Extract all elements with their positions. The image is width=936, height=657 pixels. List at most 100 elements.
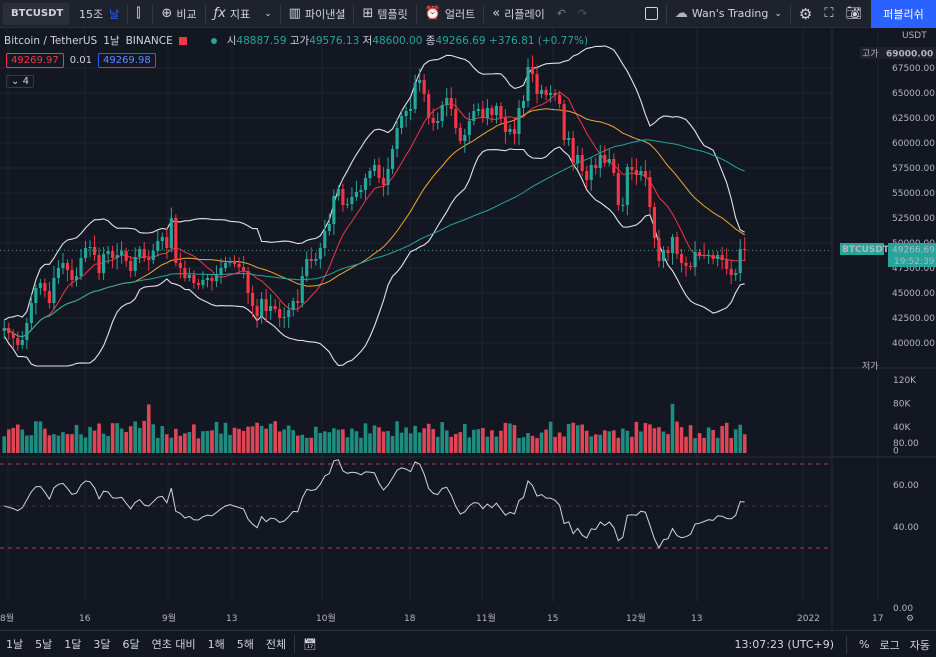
volume-bar	[530, 435, 535, 453]
interval-button[interactable]: 15조 날	[73, 0, 125, 28]
alarm-clock-icon: ⏰	[424, 6, 441, 21]
candle-body	[327, 224, 331, 231]
range-button[interactable]: 6달	[122, 638, 140, 651]
range-button[interactable]: 1달	[64, 638, 82, 651]
volume-bar	[467, 437, 472, 453]
clock[interactable]: 13:07:23 (UTC+9)	[734, 638, 835, 651]
volume-bar	[431, 429, 436, 453]
replay-button[interactable]: «리플레이	[486, 0, 550, 28]
price-tick: 47500.00	[892, 264, 935, 274]
volume-bar	[417, 432, 422, 453]
candle-body	[214, 275, 219, 281]
volume-bar	[151, 424, 156, 453]
chevron-down-icon: ⌄	[264, 8, 272, 19]
indicators-button[interactable]: ƒx 지표 ⌄	[208, 0, 278, 28]
publish-button[interactable]: 퍼블리쉬	[871, 0, 936, 28]
indicators-toggle-button[interactable]: ⌄ 4	[6, 75, 34, 88]
candle-body	[178, 263, 182, 268]
alert-button[interactable]: ⏰ 얼러트	[419, 0, 482, 28]
candle-body	[278, 309, 282, 318]
templates-button[interactable]: ⊞ 템플릿	[356, 0, 413, 28]
symbol-search-button[interactable]: BTCUSDT	[3, 2, 69, 25]
candle-body	[241, 267, 246, 271]
chart-area[interactable]: USDT 고가 69000.00 67500.00 65000.00 62500.00 60…	[0, 28, 936, 630]
candle-body	[368, 171, 372, 178]
redo-button[interactable]: ↷	[572, 0, 593, 28]
buy-sell-panel: 49269.97 0.01 49269.98	[6, 53, 156, 68]
rsi-tick: 60.00	[893, 481, 919, 491]
candle-body	[377, 165, 381, 178]
volume-bar	[354, 431, 359, 453]
range-button[interactable]: 전체	[265, 638, 287, 651]
candle-body	[503, 118, 508, 132]
compare-button[interactable]: ⊕ 비교	[155, 0, 202, 28]
time-tick: 8월	[0, 612, 14, 624]
undo-button[interactable]: ↶	[551, 0, 572, 28]
fullscreen-icon: ⛶	[824, 6, 834, 21]
buy-button[interactable]: 49269.98	[97, 53, 156, 68]
volume-bar	[634, 421, 639, 453]
volume-bar	[196, 438, 201, 453]
volume-bar	[453, 433, 458, 453]
range-button[interactable]: 5날	[35, 638, 53, 651]
fullscreen-button[interactable]: ⛶	[818, 0, 839, 28]
candle-body	[576, 155, 580, 163]
candle-body	[264, 299, 268, 311]
candle-body	[499, 106, 503, 118]
volume-bar	[462, 423, 467, 453]
legend-ohlc: 시48887.59 고가49576.13 저48600.00 종49266.69…	[227, 33, 588, 48]
snapshot-button[interactable]: 📷︎	[839, 0, 868, 28]
volume-bar	[255, 422, 259, 453]
volume-bar	[327, 432, 332, 453]
candle-body	[196, 283, 200, 285]
price-tag-bg	[888, 243, 936, 267]
sell-button[interactable]: 49269.97	[6, 53, 64, 68]
auto-toggle[interactable]: 자동	[909, 638, 930, 652]
volume-bar	[643, 423, 648, 453]
volume-bar	[377, 427, 381, 453]
candle-body	[260, 299, 264, 316]
settings-button[interactable]: ⚙	[793, 0, 818, 28]
flag-icon[interactable]	[178, 36, 187, 45]
volume-bar	[219, 433, 223, 453]
candle-body	[571, 138, 575, 163]
candle-body	[530, 67, 535, 74]
candle-body	[567, 138, 571, 140]
time-tick: 15	[547, 614, 558, 624]
range-button[interactable]: 3달	[93, 638, 111, 651]
candle-body	[720, 255, 724, 260]
volume-bar	[29, 435, 34, 453]
range-button[interactable]: 연초 대비	[151, 638, 196, 651]
range-button[interactable]: 1날	[6, 638, 24, 651]
volume-bar	[192, 424, 196, 453]
candle-body	[490, 108, 494, 115]
legend-interval: 1날	[103, 35, 120, 47]
volume-bar	[630, 436, 634, 453]
volume-bar	[183, 433, 187, 453]
candle-body	[201, 280, 205, 285]
candle-body	[725, 260, 729, 269]
chart-type-button[interactable]: ⫿	[130, 0, 150, 28]
goto-date-button[interactable]: 📅︎	[297, 638, 323, 651]
candle-body	[120, 251, 124, 255]
percent-toggle[interactable]: %	[859, 638, 870, 651]
volume-bar	[124, 432, 128, 453]
log-toggle[interactable]: 로그	[879, 638, 900, 652]
volume-bar	[92, 430, 97, 453]
layout-select-button[interactable]	[639, 0, 664, 28]
candle-body	[734, 273, 738, 275]
candle-body	[165, 237, 169, 248]
range-button[interactable]: 1해	[207, 638, 225, 651]
price-tick: 57500.00	[892, 164, 935, 174]
divider	[665, 4, 667, 23]
candle-body	[341, 189, 345, 205]
save-layout-button[interactable]: ☁ Wan's Trading ⌄	[669, 0, 788, 28]
candle-body	[111, 251, 115, 258]
candle-body	[400, 116, 404, 128]
price-tick: 62500.00	[892, 114, 935, 124]
range-button[interactable]: 5해	[236, 638, 254, 651]
market-status-icon	[210, 37, 217, 44]
volume-bar	[503, 422, 508, 453]
candle-body	[440, 105, 444, 121]
financials-button[interactable]: ▥ 파이낸셜	[283, 0, 352, 28]
